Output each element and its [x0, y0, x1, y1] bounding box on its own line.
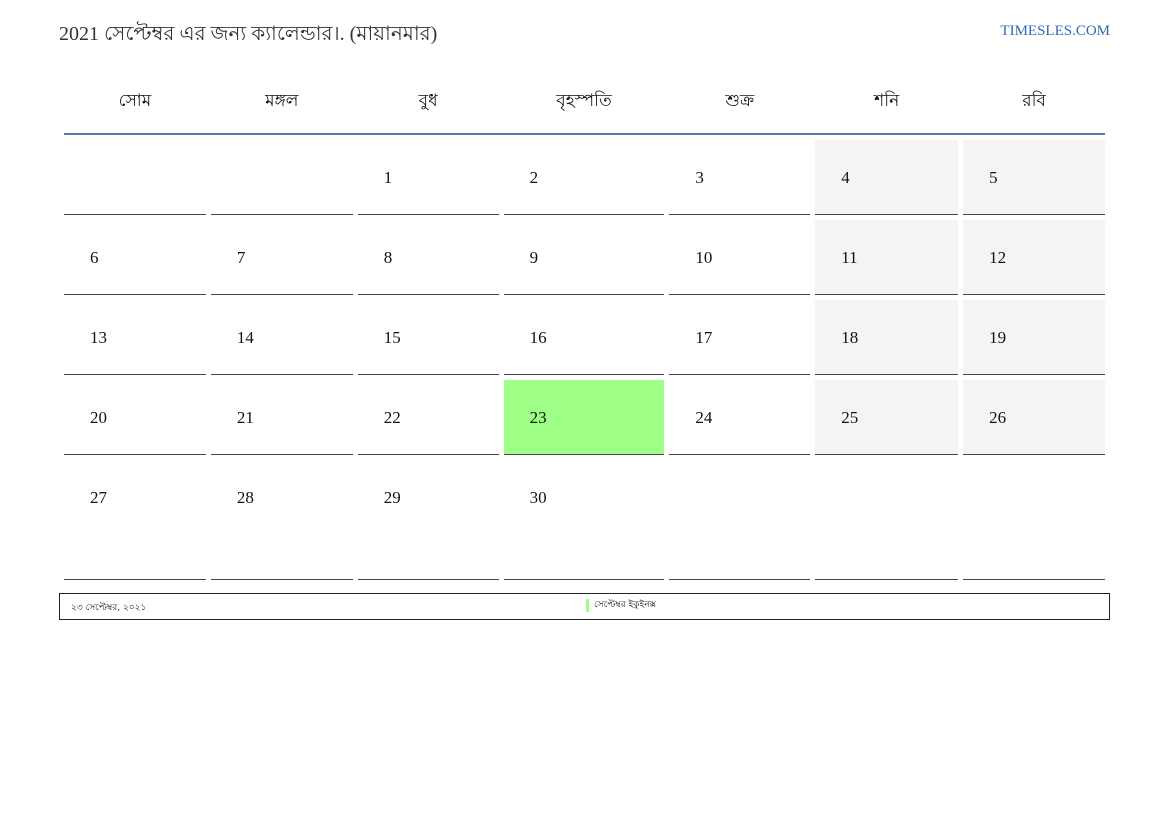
day-cell[interactable]: 11 [815, 220, 959, 295]
day-cell[interactable]: 13 [64, 300, 206, 375]
empty-cell [64, 140, 206, 215]
day-cell[interactable]: 3 [669, 140, 811, 215]
day-cell[interactable]: 17 [669, 300, 811, 375]
day-cell[interactable]: 23 [503, 380, 665, 455]
weekday-0: সোম [118, 90, 152, 111]
weekday-5: শনি [874, 90, 900, 111]
day-cell[interactable]: 25 [815, 380, 959, 455]
day-cell[interactable]: 24 [669, 380, 811, 455]
day-cell[interactable]: 16 [503, 300, 665, 375]
weekday-1: মঙ্গল [265, 90, 299, 111]
day-cell[interactable]: 5 [963, 140, 1105, 215]
day-cell[interactable]: 12 [963, 220, 1105, 295]
weekday-3: বৃহস্পতি [556, 90, 612, 111]
site-link[interactable]: TIMESLES.COM [1000, 23, 1110, 39]
day-cell[interactable]: 19 [963, 300, 1105, 375]
week-row: 27 28 29 30 [64, 460, 1105, 580]
week-row: 13 14 15 16 17 18 19 [64, 300, 1105, 375]
day-cell[interactable]: 2 [503, 140, 665, 215]
day-cell[interactable]: 21 [210, 380, 353, 455]
day-cell[interactable]: 10 [669, 220, 811, 295]
weekday-6: রবি [1022, 90, 1046, 111]
day-cell[interactable]: 14 [210, 300, 353, 375]
empty-cell [669, 460, 811, 580]
weekday-4: শুক্র [725, 90, 755, 111]
event-name: সেপ্টেম্বর ইকুইনক্স [586, 599, 656, 612]
empty-cell [815, 460, 959, 580]
day-cell[interactable]: 4 [815, 140, 959, 215]
footer-events: ২৩ সেপ্টেম্বর, ২০২১ সেপ্টেম্বর ইকুইনক্স [59, 593, 1110, 620]
day-cell[interactable]: 22 [357, 380, 499, 455]
day-cell[interactable]: 7 [210, 220, 353, 295]
page-title: 2021 সেপ্টেম্বর এর জন্য ক্যালেন্ডার।. (ম… [59, 23, 438, 45]
day-cell[interactable]: 8 [357, 220, 499, 295]
day-cell[interactable]: 26 [963, 380, 1105, 455]
empty-cell [210, 140, 353, 215]
event-date: ২৩ সেপ্টেম্বর, ২০২১ [71, 603, 147, 613]
empty-cell [963, 460, 1105, 580]
day-cell[interactable]: 6 [64, 220, 206, 295]
day-cell[interactable]: 18 [815, 300, 959, 375]
day-cell[interactable]: 15 [357, 300, 499, 375]
week-row: 6 7 8 9 10 11 12 [64, 220, 1105, 295]
weekday-header: সোম মঙ্গল বুধ বৃহস্পতি শুক্র শনি রবি [64, 70, 1105, 135]
day-cell[interactable]: 30 [503, 460, 665, 580]
week-row: 20 21 22 23 24 25 26 [64, 380, 1105, 455]
day-cell[interactable]: 28 [210, 460, 353, 580]
day-cell[interactable]: 27 [64, 460, 206, 580]
day-cell[interactable]: 1 [357, 140, 499, 215]
day-cell[interactable]: 29 [357, 460, 499, 580]
day-cell[interactable]: 9 [503, 220, 665, 295]
weekday-2: বুধ [418, 90, 438, 111]
day-cell[interactable]: 20 [64, 380, 206, 455]
